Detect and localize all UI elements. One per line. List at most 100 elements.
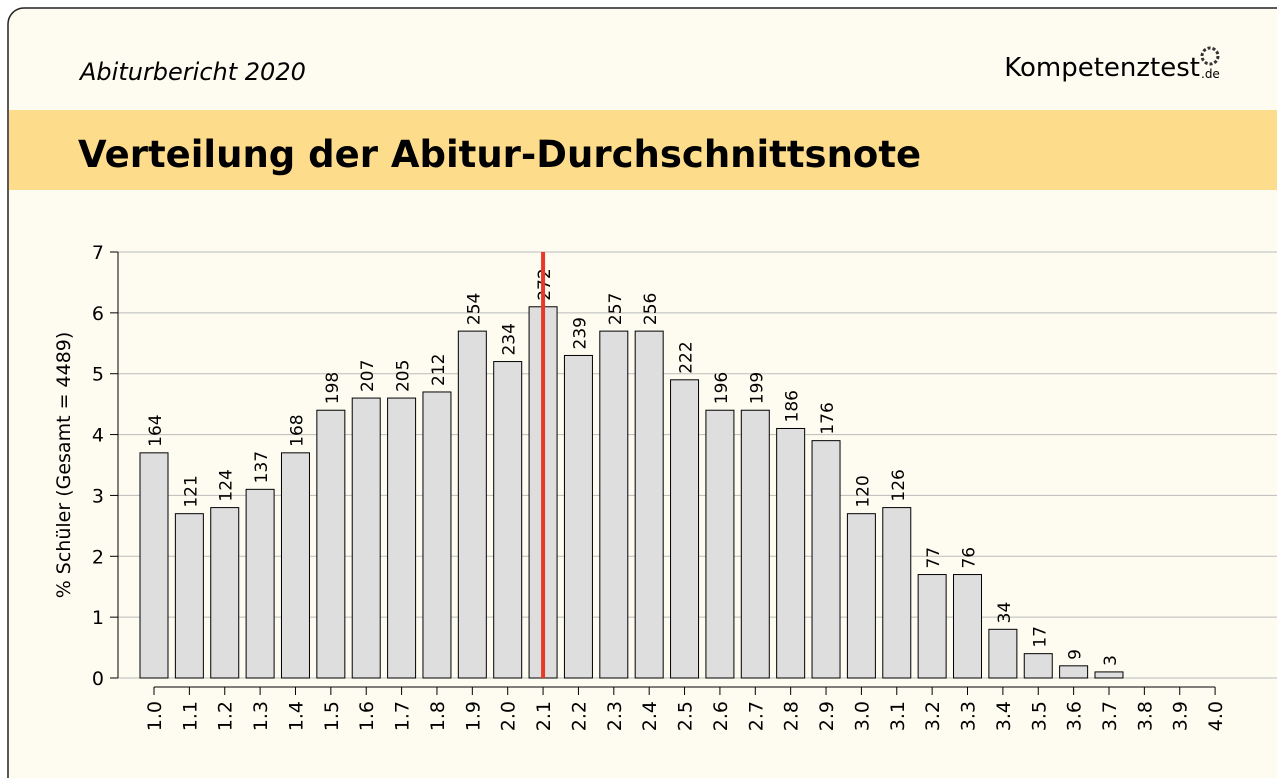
bar bbox=[634, 330, 664, 679]
data-label: 222 bbox=[677, 341, 697, 373]
bar bbox=[457, 330, 487, 679]
bar bbox=[811, 440, 841, 679]
logo-suffix: .de bbox=[1201, 67, 1220, 81]
bar bbox=[988, 628, 1018, 679]
data-label: 77 bbox=[924, 547, 944, 569]
bar bbox=[493, 361, 523, 679]
data-label: 126 bbox=[889, 469, 909, 501]
bar bbox=[563, 354, 593, 679]
data-label: 3 bbox=[1101, 655, 1121, 666]
bar bbox=[705, 409, 735, 679]
data-label: 205 bbox=[394, 360, 414, 392]
data-label: 239 bbox=[570, 317, 590, 349]
x-tick-label: 1.9 bbox=[462, 701, 484, 731]
y-tick-label: 7 bbox=[92, 242, 104, 264]
bar bbox=[917, 574, 947, 679]
bar bbox=[351, 397, 381, 679]
data-label: 121 bbox=[181, 475, 201, 507]
bar bbox=[280, 452, 310, 679]
bar bbox=[953, 574, 983, 679]
x-tick-label: 3.5 bbox=[1028, 701, 1050, 731]
x-tick-label: 2.6 bbox=[710, 701, 732, 731]
x-tick-label: 2.0 bbox=[498, 701, 520, 731]
data-label: 196 bbox=[712, 372, 732, 404]
subtitle: Abiturbericht 2020 bbox=[78, 58, 306, 86]
x-tick-label: 2.7 bbox=[745, 701, 767, 731]
bar bbox=[599, 330, 629, 679]
chart-title: Verteilung der Abitur-Durchschnittsnote bbox=[78, 133, 921, 176]
data-label: 17 bbox=[1030, 626, 1050, 648]
x-tick-label: 3.4 bbox=[993, 701, 1015, 731]
data-label: 234 bbox=[500, 323, 520, 355]
bar bbox=[882, 507, 912, 679]
y-tick-label: 4 bbox=[92, 425, 104, 447]
y-tick-label: 0 bbox=[92, 668, 104, 690]
data-label: 120 bbox=[853, 475, 873, 507]
bar bbox=[1094, 671, 1124, 679]
y-axis-label: % Schüler (Gesamt = 4489) bbox=[53, 332, 75, 599]
x-tick-label: 3.2 bbox=[922, 701, 944, 731]
data-label: 164 bbox=[146, 414, 166, 446]
y-tick-label: 6 bbox=[92, 303, 104, 325]
data-label: 256 bbox=[641, 293, 661, 325]
logo-icon bbox=[1200, 46, 1220, 66]
x-tick-label: 2.8 bbox=[781, 701, 803, 731]
bar bbox=[1059, 665, 1089, 679]
y-tick-label: 1 bbox=[92, 607, 104, 629]
x-tick-label: 2.1 bbox=[533, 701, 555, 731]
x-tick-label: 1.0 bbox=[144, 701, 166, 731]
y-tick-label: 5 bbox=[92, 364, 104, 386]
data-label: 176 bbox=[818, 402, 838, 434]
data-label: 207 bbox=[358, 360, 378, 392]
bar bbox=[139, 452, 169, 679]
data-label: 254 bbox=[464, 293, 484, 325]
y-tick-label: 3 bbox=[92, 485, 104, 507]
data-label: 168 bbox=[287, 414, 307, 446]
logo: Kompetenztest bbox=[1004, 53, 1200, 83]
data-label: 186 bbox=[783, 390, 803, 422]
x-tick-label: 3.6 bbox=[1064, 701, 1086, 731]
bar bbox=[846, 513, 876, 679]
bar bbox=[245, 488, 275, 679]
x-tick-label: 2.5 bbox=[675, 701, 697, 731]
data-label: 257 bbox=[606, 293, 626, 325]
x-tick-label: 1.2 bbox=[215, 701, 237, 731]
x-tick-label: 2.3 bbox=[604, 701, 626, 731]
bar bbox=[210, 507, 240, 679]
x-tick-label: 1.8 bbox=[427, 701, 449, 731]
x-tick-label: 1.1 bbox=[179, 701, 201, 731]
data-label: 199 bbox=[747, 372, 767, 404]
x-tick-label: 3.0 bbox=[851, 701, 873, 731]
y-tick-label: 2 bbox=[92, 546, 104, 568]
bar bbox=[387, 397, 417, 679]
bar bbox=[174, 513, 204, 679]
title-band bbox=[9, 110, 1277, 190]
x-tick-label: 2.4 bbox=[639, 701, 661, 731]
x-tick-label: 3.7 bbox=[1099, 701, 1121, 731]
x-tick-label: 3.8 bbox=[1134, 701, 1156, 731]
bar bbox=[776, 427, 806, 679]
data-label: 124 bbox=[217, 469, 237, 501]
x-tick-label: 1.5 bbox=[321, 701, 343, 731]
x-tick-label: 1.3 bbox=[250, 701, 272, 731]
x-tick-label: 2.9 bbox=[816, 701, 838, 731]
bar bbox=[316, 409, 346, 679]
x-tick-label: 3.3 bbox=[958, 701, 980, 731]
bar bbox=[670, 379, 700, 679]
x-tick-label: 3.1 bbox=[887, 701, 909, 731]
x-tick-label: 1.4 bbox=[285, 701, 307, 731]
data-label: 76 bbox=[960, 547, 980, 569]
data-label: 198 bbox=[323, 372, 343, 404]
x-tick-label: 1.6 bbox=[356, 701, 378, 731]
bar bbox=[740, 409, 770, 679]
x-tick-label: 3.9 bbox=[1170, 701, 1192, 731]
data-label: 212 bbox=[429, 354, 449, 386]
x-tick-label: 4.0 bbox=[1205, 701, 1227, 731]
bar bbox=[1023, 653, 1053, 679]
data-label: 9 bbox=[1066, 649, 1086, 660]
x-tick-label: 2.2 bbox=[568, 701, 590, 731]
data-label: 34 bbox=[995, 602, 1015, 624]
x-tick-label: 1.7 bbox=[392, 701, 414, 731]
data-label: 137 bbox=[252, 451, 272, 483]
